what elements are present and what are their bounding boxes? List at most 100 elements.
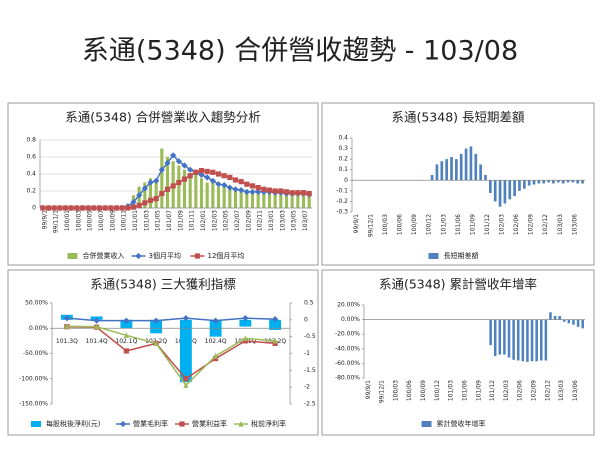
y2-tick-label: 0.5 — [304, 300, 314, 307]
bar — [150, 319, 163, 334]
line-marker — [113, 205, 120, 211]
x-tick-label: 99/11/1 — [53, 210, 60, 233]
bar — [256, 192, 260, 208]
line-marker — [283, 189, 290, 195]
y-tick-label: 0.8 — [26, 137, 36, 144]
x-tick-label: 100/03 — [382, 214, 389, 235]
bar — [542, 180, 546, 184]
line-marker — [198, 171, 205, 178]
line-marker — [153, 340, 159, 346]
line-marker — [255, 188, 262, 195]
y-tick-label: 50.00% — [25, 300, 48, 307]
bar — [576, 319, 580, 327]
line-marker — [123, 348, 129, 354]
x-tick-label: 103/03 — [279, 210, 286, 231]
line-marker — [221, 173, 227, 179]
line-marker — [123, 332, 129, 338]
x-tick-label: 101.3Q — [56, 338, 78, 345]
line-marker — [153, 317, 160, 324]
x-tick-label: 101/09 — [475, 380, 482, 401]
legend-label: 營業利益率 — [192, 419, 227, 428]
x-tick-label: 100/05 — [87, 210, 94, 231]
line-marker — [63, 315, 70, 322]
legend-swatch — [67, 253, 78, 259]
x-tick-label: 100/03 — [75, 210, 82, 231]
chart-title: 系通(5348) 長短期差額 — [391, 110, 525, 125]
x-tick-label: 99/9/1 — [365, 380, 372, 399]
line-marker — [179, 421, 185, 427]
bar — [154, 182, 158, 208]
bar — [552, 180, 555, 184]
x-tick-label: 101/03 — [143, 210, 150, 231]
y-tick-label: 0.2 — [338, 156, 348, 163]
x-tick-label: 102/06 — [513, 214, 520, 235]
bar — [307, 196, 311, 208]
y-tick-label: -80.00% — [335, 375, 360, 382]
line-marker — [244, 181, 250, 187]
line-marker — [183, 376, 189, 382]
line-marker — [182, 315, 189, 322]
x-tick-label: 103/03 — [558, 380, 565, 401]
bar — [273, 193, 277, 208]
y-tick-label: -60.00% — [335, 360, 360, 367]
x-tick-label: 103/03 — [557, 214, 564, 235]
line-marker — [94, 323, 100, 330]
x-tick-label: 99/12/1 — [367, 214, 374, 237]
x-tick-label: 102/03 — [211, 210, 218, 231]
line-marker — [198, 168, 205, 174]
bar — [544, 319, 548, 361]
line-marker — [181, 162, 188, 169]
line-marker — [210, 169, 216, 175]
panel — [321, 102, 595, 266]
legend-label: 3個月平均 — [149, 251, 181, 260]
bar — [284, 194, 289, 208]
y-tick-label: -0.3 — [336, 209, 348, 216]
y-tick-label: 0 — [344, 177, 348, 184]
bar — [516, 319, 520, 361]
x-tick-label: 103/05 — [291, 210, 298, 231]
bar — [239, 191, 243, 208]
bar — [556, 180, 560, 183]
x-tick-label: 101/12 — [484, 214, 491, 235]
line-marker — [242, 315, 249, 322]
y-tick-label: -0.1 — [336, 187, 348, 194]
bar — [182, 169, 187, 208]
y2-tick-label: -2.5 — [304, 401, 316, 408]
line — [66, 325, 276, 380]
line-marker — [272, 188, 278, 194]
x-tick-label: 103/06 — [572, 380, 579, 401]
x-tick-label: 100/07 — [98, 210, 105, 231]
line-marker — [136, 202, 142, 209]
x-tick-label: 100/01 — [64, 210, 71, 231]
x-tick-label: 101/12 — [489, 380, 496, 401]
y2-tick-label: 0 — [304, 316, 308, 323]
line-marker — [238, 420, 244, 427]
bar — [199, 178, 204, 208]
x-tick-label: 100/03 — [392, 380, 399, 401]
x-tick-label: 101/09 — [469, 214, 476, 235]
line-marker — [130, 198, 137, 206]
line-marker — [289, 190, 295, 196]
y-tick-label: 0.4 — [26, 171, 36, 178]
y-tick-label: -0.2 — [336, 198, 348, 205]
line-marker — [51, 205, 57, 211]
bar — [296, 193, 300, 208]
x-tick-label: 103/06 — [571, 214, 578, 235]
bar — [507, 319, 511, 358]
line-marker — [266, 187, 273, 193]
page-title: 系通(5348) 合併營收趨勢 - 103/08 — [82, 36, 518, 67]
x-tick-label: 102/01 — [200, 210, 207, 231]
line-marker — [181, 176, 188, 182]
line-marker — [272, 316, 279, 323]
line-marker — [243, 188, 250, 195]
x-tick-label: 101/07 — [166, 210, 173, 231]
line-marker — [96, 205, 103, 211]
x-tick-label: 101/03 — [448, 380, 455, 401]
y2-tick-label: -0.5 — [304, 333, 316, 340]
bar — [518, 180, 521, 191]
line-marker — [153, 177, 160, 184]
x-tick-label: 101/06 — [461, 380, 468, 401]
line-marker — [238, 187, 245, 194]
bar — [547, 180, 550, 183]
